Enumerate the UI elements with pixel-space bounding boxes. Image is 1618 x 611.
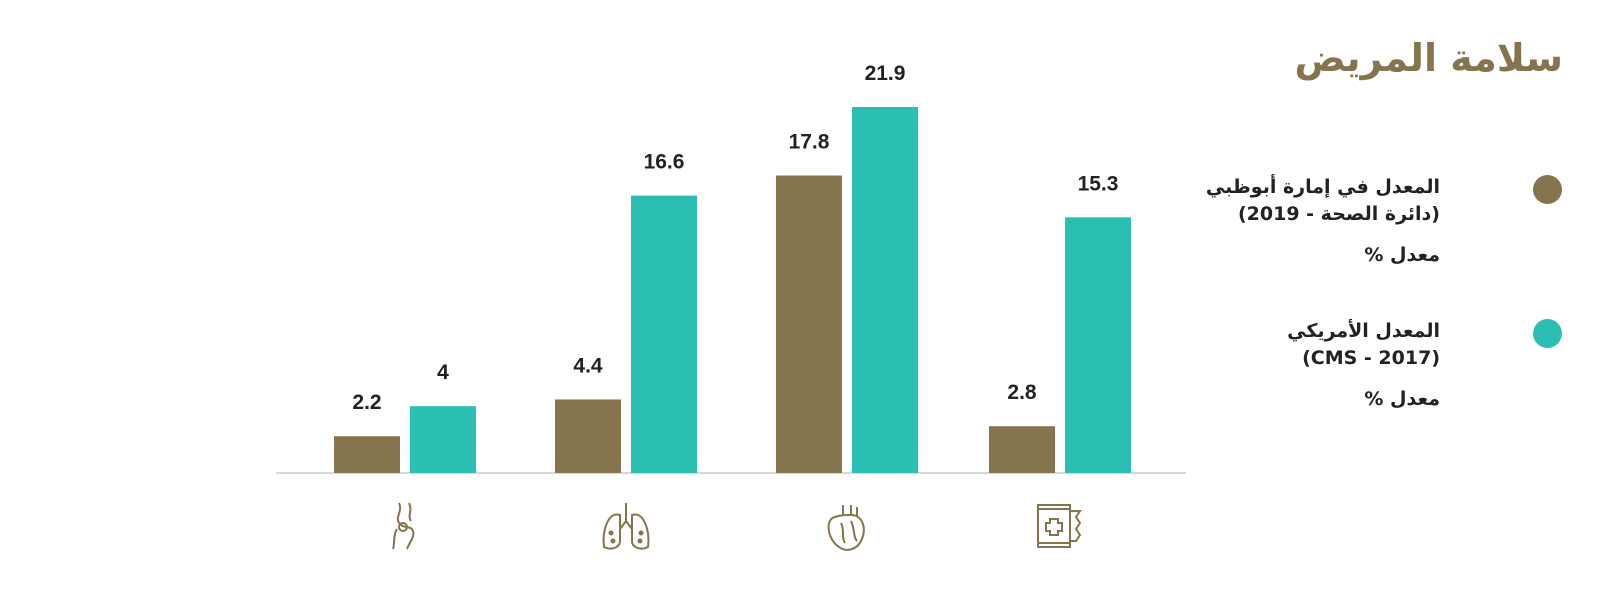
legend-label: المعدل في إمارة أبوظبي (دائرة الصحة - 20… — [1205, 176, 1440, 225]
category-icons — [392, 502, 1082, 551]
bar — [989, 426, 1055, 473]
data-label: 21.9 — [865, 62, 906, 85]
bar — [1065, 217, 1131, 473]
bag-icon — [1037, 504, 1082, 548]
chart-title: سلامة المريض — [1294, 36, 1563, 80]
data-label: 17.8 — [789, 131, 830, 154]
data-label: 4.4 — [573, 354, 603, 377]
bar — [334, 436, 400, 473]
bar — [410, 406, 476, 473]
bar — [776, 175, 842, 473]
legend-label: المعدل الأمريكي (CMS - 2017) — [1287, 320, 1440, 369]
data-label: 15.3 — [1078, 172, 1119, 195]
data-label: 2.2 — [352, 391, 381, 414]
bar — [852, 107, 918, 473]
data-label: 4 — [437, 361, 449, 384]
data-label: 16.6 — [644, 151, 685, 174]
knee-icon — [392, 502, 415, 550]
bar — [555, 399, 621, 473]
lungs-icon — [602, 503, 650, 550]
data-label: 2.8 — [1007, 381, 1037, 404]
legend-note: معدل % — [1364, 244, 1440, 266]
legend-note: معدل % — [1364, 388, 1440, 410]
legend-swatch — [1533, 175, 1562, 204]
legend-swatch — [1533, 319, 1562, 348]
bar — [631, 195, 697, 473]
heart-icon — [827, 505, 865, 551]
